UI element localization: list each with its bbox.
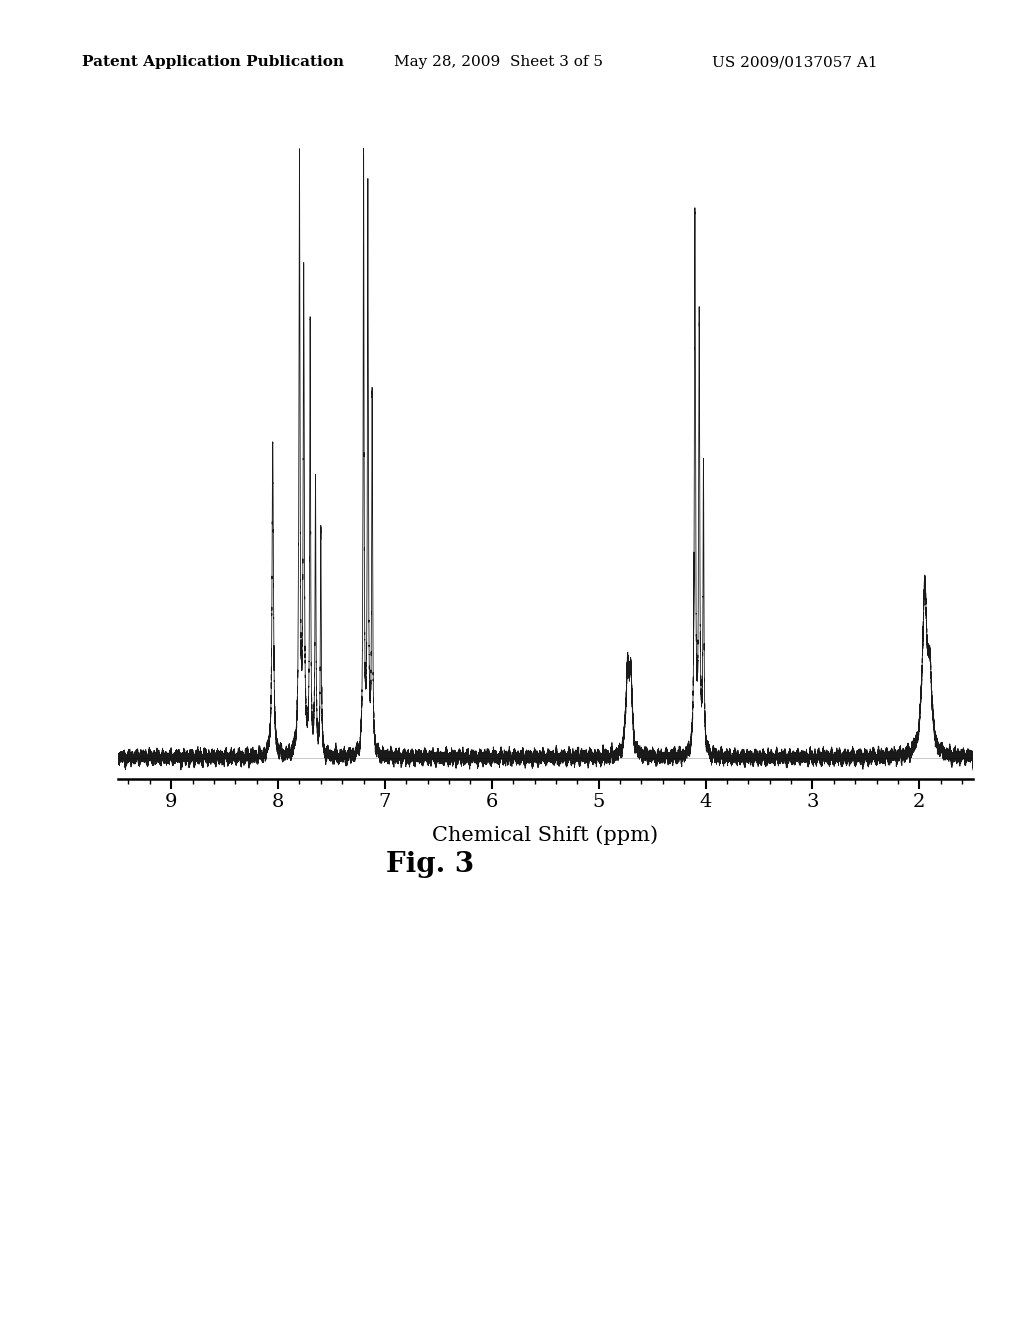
Text: US 2009/0137057 A1: US 2009/0137057 A1 [712,55,878,70]
Text: Patent Application Publication: Patent Application Publication [82,55,344,70]
Text: Fig. 3: Fig. 3 [386,851,474,878]
X-axis label: Chemical Shift (ppm): Chemical Shift (ppm) [432,825,658,845]
Text: May 28, 2009  Sheet 3 of 5: May 28, 2009 Sheet 3 of 5 [394,55,603,70]
